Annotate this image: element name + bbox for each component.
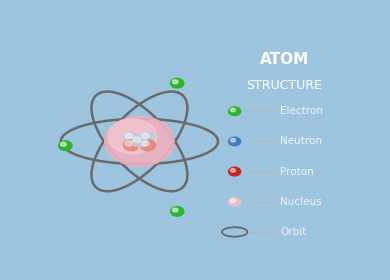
Circle shape — [140, 132, 155, 143]
Text: Electron: Electron — [280, 106, 323, 116]
Circle shape — [170, 78, 184, 88]
Text: Nucleus: Nucleus — [280, 197, 322, 207]
Circle shape — [172, 208, 178, 212]
Circle shape — [105, 116, 174, 166]
Circle shape — [133, 137, 141, 142]
Text: Neutron: Neutron — [280, 136, 322, 146]
Circle shape — [60, 142, 66, 146]
Text: Proton: Proton — [280, 167, 314, 177]
Circle shape — [172, 80, 178, 84]
Circle shape — [124, 140, 139, 151]
Circle shape — [132, 136, 147, 147]
Circle shape — [142, 141, 149, 146]
Text: Orbit: Orbit — [280, 227, 307, 237]
Circle shape — [108, 119, 157, 154]
Circle shape — [229, 107, 241, 116]
Circle shape — [59, 141, 72, 150]
Circle shape — [230, 199, 236, 202]
Circle shape — [229, 167, 241, 176]
Circle shape — [230, 108, 236, 112]
Circle shape — [229, 137, 241, 146]
Circle shape — [124, 132, 139, 143]
Circle shape — [230, 169, 236, 172]
Circle shape — [125, 141, 133, 146]
Circle shape — [170, 207, 184, 216]
Text: ATOM: ATOM — [260, 52, 309, 67]
Circle shape — [140, 140, 155, 151]
Circle shape — [230, 138, 236, 142]
Circle shape — [125, 133, 133, 139]
Circle shape — [229, 197, 241, 206]
Text: STRUCTURE: STRUCTURE — [246, 79, 323, 92]
Circle shape — [142, 133, 149, 139]
